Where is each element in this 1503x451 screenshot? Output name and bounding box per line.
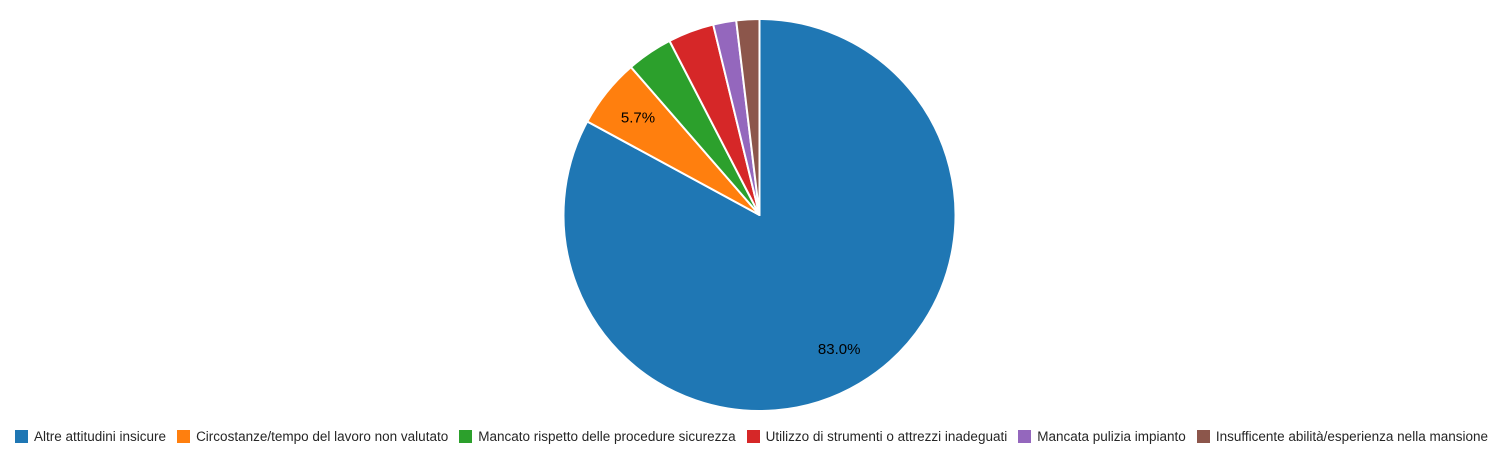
legend-swatch-1 <box>177 429 191 443</box>
chart-legend: Altre attitudini insicure Circostanze/tem… <box>0 425 1503 447</box>
legend-label-0: Altre attitudini insicure <box>34 428 167 444</box>
pie-chart-svg: 83.0% 5.7% <box>562 17 957 412</box>
legend-label-3: Utilizzo di strumenti o attrezzi inadegu… <box>765 428 1008 444</box>
pie-slice-5 <box>735 17 761 216</box>
legend-swatch-2 <box>459 429 473 443</box>
legend-swatch-3 <box>746 429 760 443</box>
legend-label-2: Mancato rispetto delle procedure sicurez… <box>478 428 736 444</box>
legend-item-1: Circostanze/tempo del lavoro non valutat… <box>177 428 448 445</box>
pie-slice-pct-label-1: 5.7% <box>621 110 655 127</box>
legend-item-0: Altre attitudini insicure <box>15 428 166 445</box>
legend-label-1: Circostanze/tempo del lavoro non valutat… <box>196 428 449 444</box>
legend-label-4: Mancata pulizia impianto <box>1037 428 1186 444</box>
legend-item-3: Utilizzo di strumenti o attrezzi inadegu… <box>746 428 1008 445</box>
legend-item-2: Mancato rispetto delle procedure sicurez… <box>459 428 736 445</box>
legend-label-5: Insufficente abilità/esperienza nella ma… <box>1215 428 1488 444</box>
legend-swatch-5 <box>1196 429 1210 443</box>
legend-item-5: Insufficente abilità/esperienza nella ma… <box>1196 428 1488 445</box>
legend-item-4: Mancata pulizia impianto <box>1018 428 1186 445</box>
pie-slice-pct-label-0: 83.0% <box>818 341 861 358</box>
legend-swatch-4 <box>1018 429 1032 443</box>
legend-swatch-0 <box>15 429 28 443</box>
